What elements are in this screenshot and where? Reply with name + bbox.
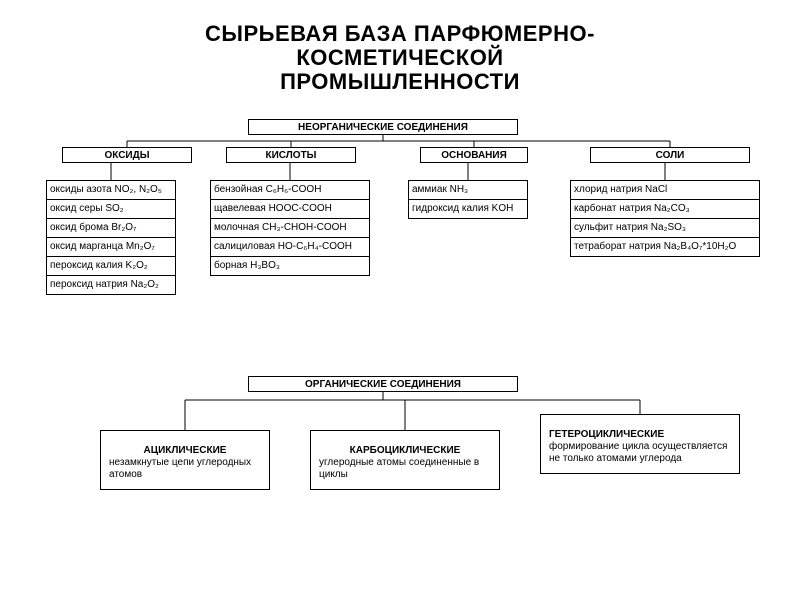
title-line-1: СЫРЬЕВАЯ БАЗА ПАРФЮМЕРНО-	[0, 22, 800, 46]
list-item: тетраборат натрия Na₂B₄O₇*10H₂O	[571, 238, 759, 256]
oxides-header: ОКСИДЫ	[62, 147, 192, 163]
list-item: оксид серы SO₂	[47, 200, 175, 219]
org-carbocyclic-title: КАРБОЦИКЛИЧЕСКИЕ	[319, 445, 491, 457]
bases-list: аммиак NH₃ гидроксид калия KOH	[408, 180, 528, 219]
list-item: щавелевая HOOC-COOH	[211, 200, 369, 219]
org-acyclic-desc: незамкнутые цепи углеродных атомов	[109, 457, 261, 481]
list-item: салициловая HO-C₆H₄-COOH	[211, 238, 369, 257]
list-item: оксид марганца Mn₂O₇	[47, 238, 175, 257]
org-heterocyclic: ГЕТЕРОЦИКЛИЧЕСКИЕ формирование цикла осу…	[540, 414, 740, 474]
list-item: молочная CH₃-CHOH-COOH	[211, 219, 369, 238]
org-acyclic-title: АЦИКЛИЧЕСКИЕ	[109, 445, 261, 457]
title-line-3: ПРОМЫШЛЕННОСТИ	[0, 70, 800, 94]
list-item: хлорид натрия NaCl	[571, 181, 759, 200]
list-item: пероксид натрия Na₂O₂	[47, 276, 175, 294]
org-heterocyclic-desc: формирование цикла осуществляется не тол…	[549, 441, 731, 465]
list-item: пероксид калия K₂O₂	[47, 257, 175, 276]
salts-header: СОЛИ	[590, 147, 750, 163]
org-carbocyclic-desc: углеродные атомы соединенные в циклы	[319, 457, 491, 481]
list-item: аммиак NH₃	[409, 181, 527, 200]
organic-header: ОРГАНИЧЕСКИЕ СОЕДИНЕНИЯ	[248, 376, 518, 392]
org-heterocyclic-title: ГЕТЕРОЦИКЛИЧЕСКИЕ	[549, 429, 731, 441]
org-acyclic: АЦИКЛИЧЕСКИЕ незамкнутые цепи углеродных…	[100, 430, 270, 490]
list-item: гидроксид калия KOH	[409, 200, 527, 218]
list-item: борная H₃BO₃	[211, 257, 369, 275]
list-item: оксиды азота NO₂, N₂O₅	[47, 181, 175, 200]
acids-list: бензойная C₆H₆-COOH щавелевая HOOC-COOH …	[210, 180, 370, 276]
oxides-list: оксиды азота NO₂, N₂O₅ оксид серы SO₂ ок…	[46, 180, 176, 295]
list-item: бензойная C₆H₆-COOH	[211, 181, 369, 200]
list-item: карбонат натрия Na₂CO₃	[571, 200, 759, 219]
bases-header: ОСНОВАНИЯ	[420, 147, 528, 163]
salts-list: хлорид натрия NaCl карбонат натрия Na₂CO…	[570, 180, 760, 257]
inorganic-header: НЕОРГАНИЧЕСКИЕ СОЕДИНЕНИЯ	[248, 119, 518, 135]
list-item: оксид брома Br₂O₇	[47, 219, 175, 238]
title-line-2: КОСМЕТИЧЕСКОЙ	[0, 46, 800, 70]
list-item: сульфит натрия Na₂SO₃	[571, 219, 759, 238]
org-carbocyclic: КАРБОЦИКЛИЧЕСКИЕ углеродные атомы соедин…	[310, 430, 500, 490]
acids-header: КИСЛОТЫ	[226, 147, 356, 163]
